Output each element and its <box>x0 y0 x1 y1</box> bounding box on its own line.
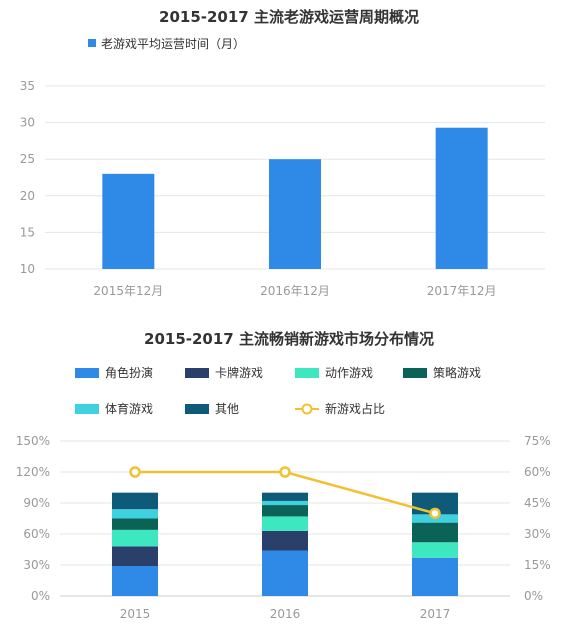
chart1-bar <box>435 127 488 269</box>
chart2-bar-segment <box>262 516 308 531</box>
chart2-y-right-tick: 15% <box>524 558 551 572</box>
chart1-legend-swatch <box>88 39 96 47</box>
chart2-y-left-tick: 90% <box>23 496 50 510</box>
chart2-y-right-tick: 30% <box>524 527 551 541</box>
chart2-bar-segment <box>112 529 158 547</box>
chart1-bar <box>269 159 321 269</box>
chart2-legend-swatch <box>403 368 427 378</box>
chart2-legend-swatch <box>185 404 209 414</box>
chart1-bars <box>102 127 488 269</box>
chart2-x-tick: 2017 <box>420 607 451 621</box>
chart1-y-tick: 15 <box>20 225 35 239</box>
chart1-y-tick: 20 <box>20 189 35 203</box>
chart2-bar-segment <box>112 492 158 510</box>
chart2-bar-segment <box>262 492 308 501</box>
chart2-y-right-tick: 45% <box>524 496 551 510</box>
chart2-legend-swatch <box>295 368 319 378</box>
chart2-x-tick: 2015 <box>120 607 151 621</box>
chart1-y-tick: 35 <box>20 79 35 93</box>
chart2-bar-segment <box>262 505 308 517</box>
chart2-x-tick: 2016 <box>270 607 301 621</box>
chart2-y-axis-left: 150% 120% 90% 60% 30% 0% <box>16 434 50 603</box>
chart2-legend-marker <box>301 403 313 415</box>
chart2-y-left-tick: 120% <box>16 465 50 479</box>
chart2-y-left-tick: 150% <box>16 434 50 448</box>
chart1-y-tick: 30 <box>20 116 35 130</box>
chart1-title: 2015-2017 主流老游戏运营周期概况 <box>159 8 419 26</box>
chart2-bar-segment <box>112 546 158 567</box>
chart2-line-point <box>429 507 441 520</box>
chart2-y-left-tick: 60% <box>23 527 50 541</box>
chart2-y-left-tick: 0% <box>31 589 50 603</box>
chart2-bar-segment <box>412 557 458 596</box>
chart2-y-left-tick: 30% <box>23 558 50 572</box>
chart2-bar-segment <box>112 566 158 596</box>
chart2-legend-label: 体育游戏 <box>105 401 153 416</box>
chart2-bar-segment <box>412 542 458 558</box>
chart2-bar-segment <box>112 509 158 519</box>
chart2-line-point <box>129 466 141 478</box>
chart2-bar-segment <box>262 500 308 506</box>
chart2-legend-label: 角色扮演 <box>105 365 153 380</box>
chart2-legend-label: 卡牌游戏 <box>215 366 263 380</box>
chart2-y-axis-right: 75% 60% 45% 30% 15% 0% <box>524 434 551 603</box>
chart2-y-right-tick: 0% <box>524 589 543 603</box>
chart1-x-tick: 2016年12月 <box>260 284 330 298</box>
chart2-line-series <box>129 466 441 520</box>
chart2-stacked-bars <box>112 492 458 596</box>
chart1-bar <box>102 173 155 269</box>
chart1-x-tick: 2017年12月 <box>427 284 497 298</box>
chart1-legend-label: 老游戏平均运营时间（月） <box>101 37 245 51</box>
chart1-y-axis: 35 30 25 20 15 10 <box>20 79 35 276</box>
chart2-y-right-tick: 75% <box>524 434 551 448</box>
chart2-title: 2015-2017 主流畅销新游戏市场分布情况 <box>144 330 434 348</box>
chart2-bar-segment <box>412 522 458 543</box>
chart2-line-point <box>279 466 291 478</box>
chart2-bar-segment <box>112 518 158 530</box>
chart2-legend-swatch <box>75 404 99 414</box>
chart2-bar-segment <box>262 530 308 551</box>
chart2-legend-label: 其他 <box>215 402 239 416</box>
chart2-legend-label: 动作游戏 <box>325 366 373 380</box>
chart2-y-right-tick: 60% <box>524 465 551 479</box>
chart1-y-tick: 25 <box>20 152 35 166</box>
chart1-x-axis: 2015年12月 2016年12月 2017年12月 <box>93 284 496 298</box>
chart2-x-axis: 2015 2016 2017 <box>120 607 451 621</box>
chart2-legend-swatch <box>185 368 209 378</box>
chart1-x-tick: 2015年12月 <box>93 284 163 298</box>
chart2-legend-label: 策略游戏 <box>433 365 481 380</box>
chart2-legend-swatch <box>75 368 99 378</box>
chart1-y-tick: 10 <box>20 262 35 276</box>
chart2-legend-label: 新游戏占比 <box>325 401 385 416</box>
chart2-bar-segment <box>262 550 308 596</box>
